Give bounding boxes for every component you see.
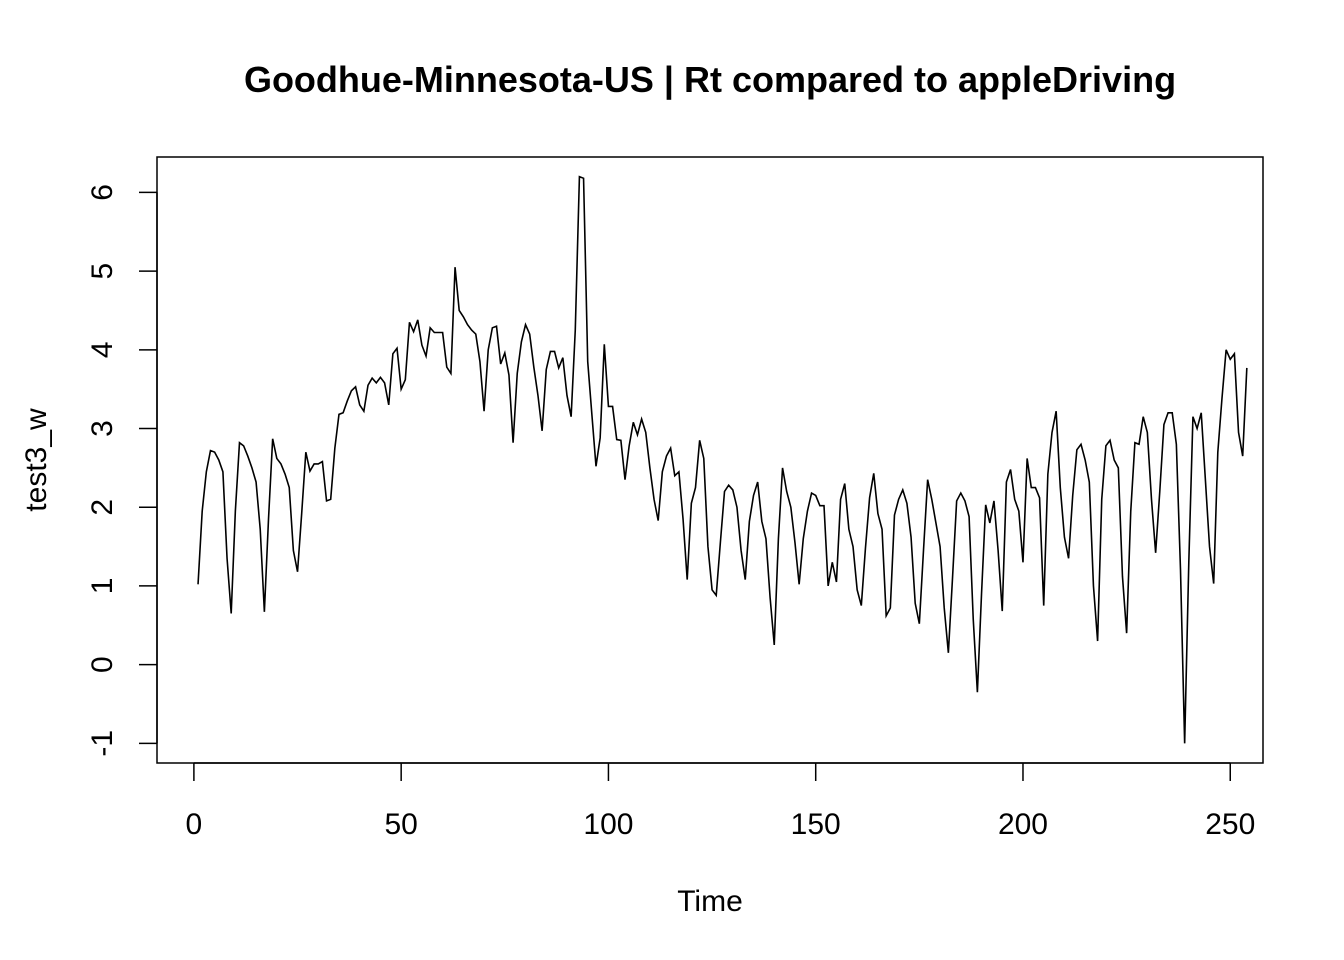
chart-title: Goodhue-Minnesota-US | Rt compared to ap… <box>244 59 1176 101</box>
y-tick-label: 6 <box>86 184 119 201</box>
x-tick-label: 100 <box>583 808 633 841</box>
y-tick-label: 4 <box>86 341 119 358</box>
series-line <box>197 175 1248 744</box>
y-tick-label: -1 <box>86 730 119 757</box>
plot-frame <box>156 156 1264 764</box>
y-tick-label: 0 <box>86 656 119 673</box>
x-tick-label: 0 <box>186 808 203 841</box>
x-tick-label: 250 <box>1205 808 1255 841</box>
y-tick-label: 1 <box>86 578 119 595</box>
x-axis-label: Time <box>677 885 743 918</box>
x-axis: 0 50 100 150 200 250 <box>186 762 1255 841</box>
y-tick-label: 3 <box>86 420 119 437</box>
x-tick-label: 50 <box>384 808 417 841</box>
y-tick-label: 2 <box>86 499 119 516</box>
y-axis-label: test3_w <box>20 408 53 512</box>
x-tick-label: 150 <box>791 808 841 841</box>
y-axis: -1 0 1 2 3 4 5 6 <box>86 184 158 757</box>
y-tick-label: 5 <box>86 263 119 280</box>
x-tick-label: 200 <box>998 808 1048 841</box>
series-layer <box>197 175 1248 744</box>
